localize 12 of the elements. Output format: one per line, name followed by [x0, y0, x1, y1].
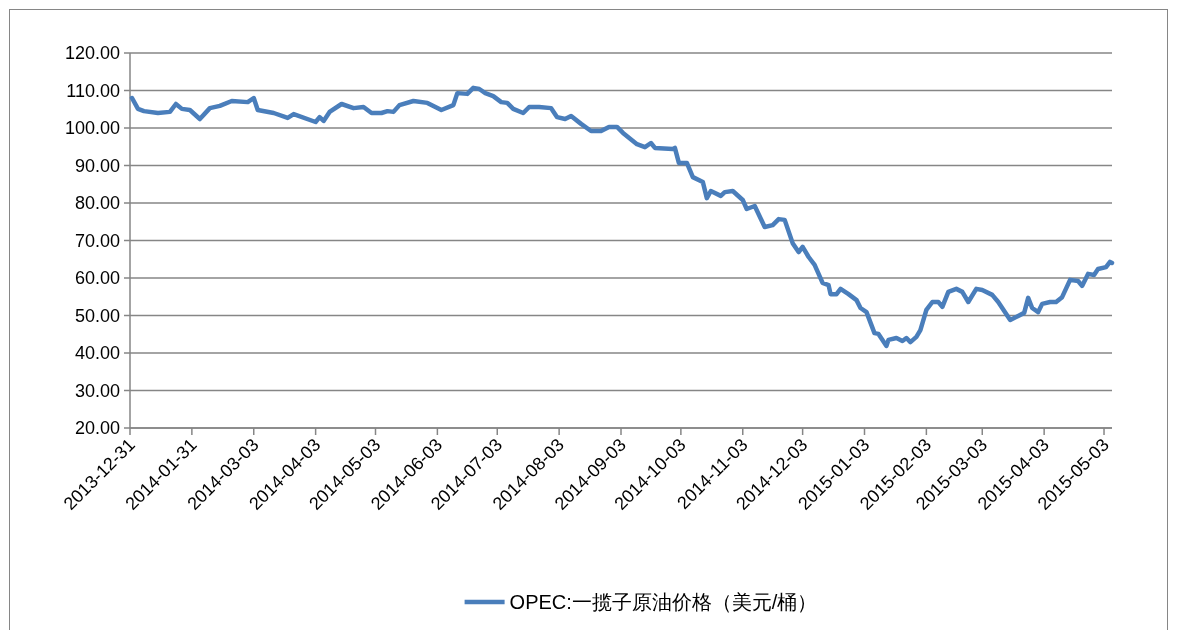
y-tick-label: 80.00 [74, 193, 120, 213]
legend-label: OPEC:一揽子原油价格（美元/桶） [509, 591, 818, 613]
y-tick-label: 90.00 [74, 155, 120, 176]
y-tick-label: 60.00 [74, 268, 120, 288]
y-tick-label: 30.00 [74, 380, 120, 401]
y-tick-label: 120.00 [64, 43, 120, 63]
y-tick-label: 20.00 [74, 418, 120, 438]
y-tick-label: 100.00 [64, 118, 120, 138]
y-tick-label: 70.00 [74, 230, 120, 251]
y-tick-label: 50.00 [74, 305, 120, 326]
y-tick-label: 110.00 [66, 80, 120, 101]
y-tick-label: 40.00 [74, 343, 120, 363]
